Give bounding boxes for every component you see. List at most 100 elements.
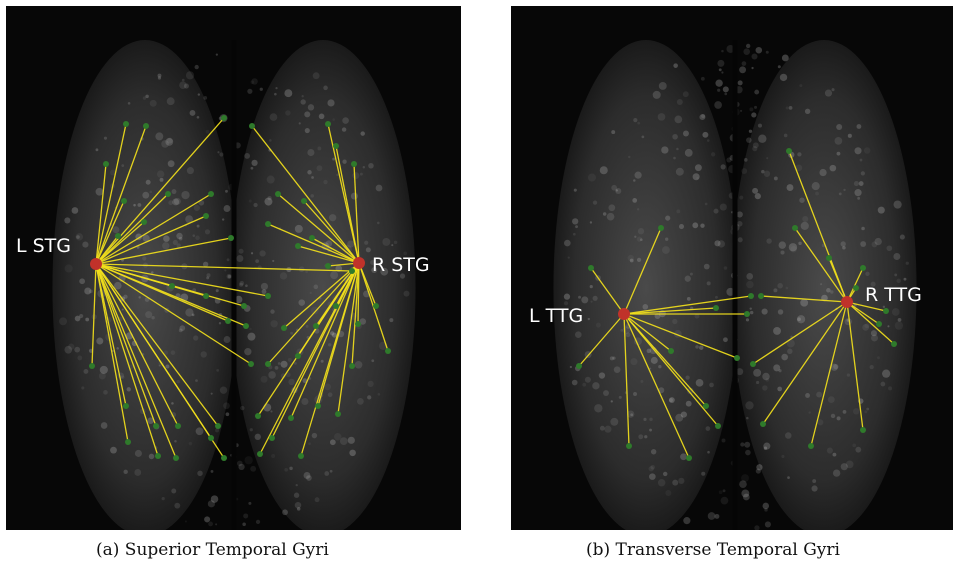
- brain-texture: [77, 355, 83, 361]
- brain-texture: [834, 136, 843, 145]
- region-node: [351, 161, 357, 167]
- brain-texture: [569, 365, 572, 369]
- brain-texture: [59, 317, 67, 326]
- brain-texture: [741, 61, 747, 66]
- brain-texture: [741, 474, 750, 483]
- brain-texture: [636, 208, 640, 211]
- brain-texture: [172, 198, 180, 206]
- brain-texture: [608, 204, 616, 212]
- region-node: [221, 115, 227, 121]
- region-node: [225, 318, 231, 324]
- brain-texture: [312, 72, 320, 80]
- brain-texture: [270, 410, 273, 413]
- brain-texture: [349, 449, 356, 457]
- brain-texture: [377, 393, 381, 396]
- region-node: [760, 421, 766, 427]
- brain-texture: [188, 441, 193, 446]
- brain-texture: [204, 229, 211, 235]
- brain-texture: [244, 348, 252, 356]
- brain-texture: [649, 417, 653, 422]
- region-node: [208, 191, 214, 197]
- brain-texture: [662, 246, 670, 254]
- brain-texture: [210, 469, 214, 473]
- brain-texture: [399, 273, 406, 279]
- connection-line: [95, 263, 269, 297]
- brain-texture: [178, 328, 183, 333]
- brain-texture: [170, 350, 176, 355]
- brain-texture: [633, 392, 638, 397]
- brain-texture: [332, 118, 335, 121]
- connection-line: [95, 263, 179, 427]
- brain-texture: [368, 162, 374, 169]
- brain-texture: [582, 382, 587, 387]
- brain-texture: [365, 247, 371, 253]
- brain-texture: [755, 468, 761, 474]
- brain-texture: [755, 46, 763, 54]
- hub-node: [841, 296, 853, 308]
- brain-texture: [865, 271, 870, 276]
- brain-texture: [752, 142, 759, 149]
- brain-texture: [176, 232, 183, 240]
- brain-texture: [720, 496, 729, 505]
- brain-texture: [261, 289, 267, 295]
- caption-a: (a) Superior Temporal Gyri: [96, 540, 329, 560]
- connection-line: [623, 313, 719, 427]
- brain-texture: [840, 463, 848, 471]
- connection-line: [623, 227, 662, 315]
- brain-texture: [179, 325, 186, 331]
- connection-line: [91, 263, 97, 367]
- region-node: [385, 348, 391, 354]
- brain-texture: [870, 330, 878, 337]
- panel-transverse-temporal-gyri: L TTG R TTG: [511, 6, 953, 530]
- region-node: [349, 363, 355, 369]
- region-node: [758, 293, 764, 299]
- region-node: [165, 191, 171, 197]
- brain-texture: [375, 184, 383, 192]
- brain-texture: [746, 416, 749, 420]
- brain-texture: [270, 320, 278, 328]
- brain-texture: [743, 158, 748, 162]
- brain-texture: [327, 392, 333, 398]
- brain-texture: [308, 442, 311, 446]
- brain-texture: [163, 235, 170, 242]
- brain-texture: [594, 404, 603, 413]
- brain-texture: [181, 78, 185, 82]
- brain-texture: [744, 441, 751, 448]
- connection-line: [846, 301, 864, 431]
- brain-texture: [811, 182, 820, 191]
- brain-texture: [238, 463, 245, 471]
- brain-texture: [650, 449, 657, 455]
- brain-texture: [367, 395, 372, 400]
- brain-texture: [301, 95, 304, 98]
- brain-connectivity-map-b: L TTG R TTG: [529, 40, 922, 530]
- region-node: [155, 453, 161, 459]
- region-node: [275, 191, 281, 197]
- brain-texture: [250, 80, 255, 85]
- brain-texture: [758, 134, 767, 143]
- region-node: [257, 451, 263, 457]
- brain-texture: [196, 115, 200, 119]
- brain-texture: [765, 377, 770, 382]
- brain-texture: [891, 308, 900, 316]
- brain-texture: [227, 274, 232, 279]
- connection-line: [578, 313, 625, 367]
- brain-texture: [641, 135, 645, 139]
- brain-texture: [587, 317, 591, 321]
- brain-texture: [354, 360, 363, 369]
- brain-texture: [680, 453, 687, 461]
- brain-texture: [842, 409, 847, 414]
- region-node: [309, 235, 315, 241]
- brain-texture: [123, 294, 128, 299]
- region-node: [123, 121, 129, 127]
- brain-texture: [158, 364, 161, 367]
- brain-texture: [171, 402, 174, 405]
- brain-texture: [301, 397, 309, 406]
- brain-texture: [643, 417, 647, 421]
- connection-line: [760, 295, 848, 303]
- brain-texture: [773, 327, 781, 335]
- region-node: [143, 123, 149, 129]
- brain-texture: [649, 367, 652, 370]
- brain-texture: [121, 308, 124, 311]
- brain-right-hemisphere: [230, 40, 416, 530]
- brain-texture: [717, 240, 726, 248]
